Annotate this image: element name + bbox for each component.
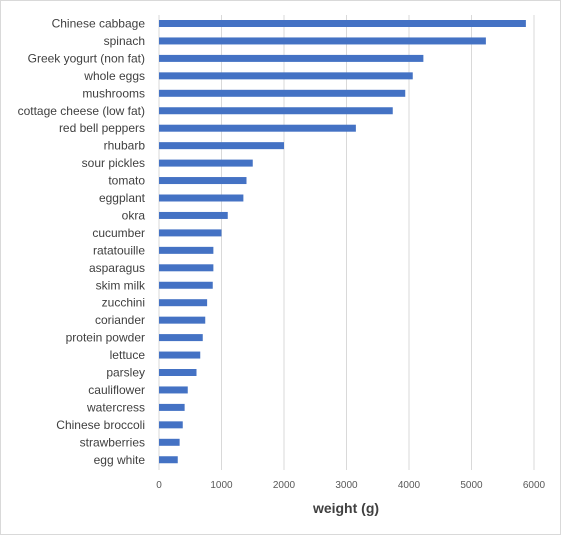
- bar: [159, 159, 253, 167]
- category-label: okra: [122, 208, 146, 222]
- category-label: parsley: [106, 366, 145, 380]
- bar: [159, 264, 214, 272]
- category-label: watercress: [86, 400, 145, 414]
- category-label: asparagus: [89, 261, 145, 275]
- bar: [159, 299, 208, 307]
- category-label: eggplant: [99, 191, 146, 205]
- bar: [159, 124, 356, 132]
- category-label: Greek yogurt (non fat): [28, 51, 145, 65]
- bar: [159, 229, 222, 237]
- category-label: coriander: [95, 313, 145, 327]
- x-tick-label: 4000: [398, 480, 421, 491]
- x-axis-title: weight (g): [312, 500, 379, 516]
- category-label: egg white: [94, 453, 146, 467]
- x-tick-label: 2000: [273, 480, 296, 491]
- bar: [159, 421, 183, 429]
- category-label: cauliflower: [88, 383, 145, 397]
- bar: [159, 194, 244, 202]
- bar: [159, 72, 413, 80]
- bar: [159, 456, 178, 464]
- bar: [159, 386, 188, 394]
- category-label: protein powder: [66, 331, 145, 345]
- category-label: Chinese broccoli: [56, 418, 145, 432]
- x-tick-label: 1000: [210, 480, 233, 491]
- bar: [159, 438, 180, 446]
- category-label: strawberries: [80, 435, 145, 449]
- bars: [159, 20, 526, 464]
- bar: [159, 316, 206, 324]
- category-label: cottage cheese (low fat): [18, 104, 145, 118]
- category-label: ratatouille: [93, 243, 145, 257]
- bar: [159, 334, 203, 342]
- bar: [159, 107, 393, 115]
- category-label: red bell peppers: [59, 121, 145, 135]
- category-label: mushrooms: [82, 86, 145, 100]
- x-tick-label: 6000: [523, 480, 546, 491]
- x-tick-label: 0: [156, 480, 162, 491]
- bar: [159, 246, 214, 254]
- category-label: tomato: [108, 174, 145, 188]
- category-label: Chinese cabbage: [52, 17, 146, 31]
- bar: [159, 281, 213, 289]
- category-label: rhubarb: [104, 139, 146, 153]
- category-label: whole eggs: [83, 69, 145, 83]
- category-label: sour pickles: [82, 156, 145, 170]
- bar: [159, 89, 406, 97]
- bar: [159, 369, 197, 376]
- bar: [159, 211, 228, 219]
- category-label: spinach: [104, 34, 145, 48]
- bar: [159, 37, 486, 45]
- x-tick-label: 3000: [335, 480, 358, 491]
- category-label: zucchini: [102, 296, 145, 310]
- bar: [159, 20, 526, 27]
- category-label: cucumber: [92, 226, 145, 240]
- x-tick-labels: 0 1000 2000 3000 4000 5000 6000: [156, 480, 545, 491]
- bar: [159, 54, 424, 62]
- category-label: lettuce: [110, 348, 146, 362]
- category-labels: Chinese cabbage spinach Greek yogurt (non …: [18, 17, 146, 467]
- bar: [159, 142, 284, 150]
- category-label: skim milk: [96, 278, 146, 292]
- x-tick-label: 5000: [460, 480, 483, 491]
- bar: [159, 403, 185, 411]
- bar: [159, 177, 247, 185]
- bar: [159, 351, 201, 359]
- gridlines: [158, 15, 535, 470]
